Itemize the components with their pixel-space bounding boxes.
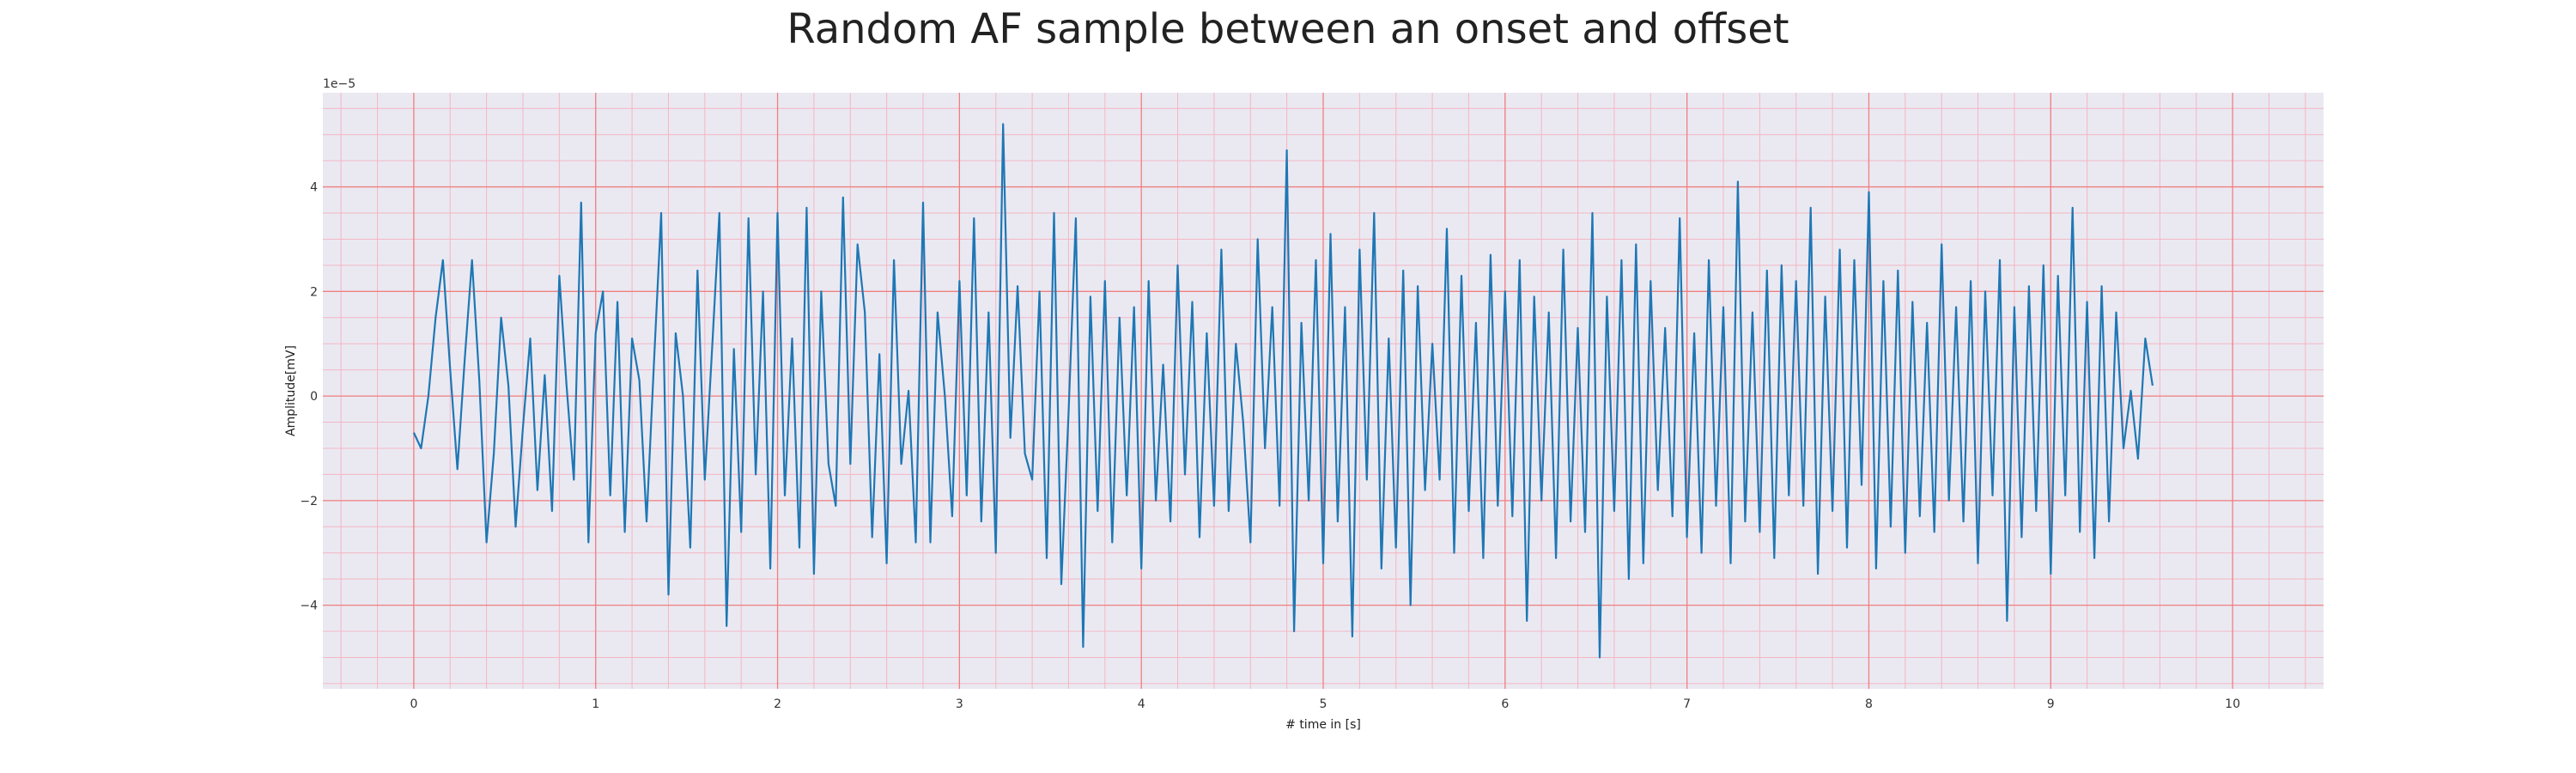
x-tick-label: 8 <box>1865 697 1873 711</box>
x-tick-label: 10 <box>2225 697 2240 711</box>
chart-title: Random AF sample between an onset and of… <box>787 5 1789 53</box>
x-tick-label: 4 <box>1138 697 1145 711</box>
x-tick-label: 6 <box>1501 697 1509 711</box>
x-tick-label: 2 <box>774 697 781 711</box>
x-tick-label: 7 <box>1683 697 1691 711</box>
x-tick-label: 0 <box>410 697 417 711</box>
y-axis-label: Amplitude[mV] <box>284 345 298 436</box>
x-tick-label: 9 <box>2047 697 2055 711</box>
major-grid <box>323 93 2324 689</box>
y-tick-label: 2 <box>310 285 318 299</box>
x-axis-label: # time in [s] <box>1285 718 1361 732</box>
y-tick-label: 4 <box>310 181 318 195</box>
x-tick-label: 1 <box>592 697 599 711</box>
series-line <box>412 123 2154 659</box>
y-tick-label: −4 <box>300 600 318 613</box>
y-axis-ticks: −4 −2 0 2 4 <box>300 181 318 613</box>
x-tick-label: 3 <box>956 697 963 711</box>
y-tick-label: 0 <box>310 390 318 404</box>
x-tick-label: 5 <box>1320 697 1327 711</box>
y-scale-label: 1e−5 <box>323 77 355 91</box>
x-axis-ticks: 0 1 2 3 4 5 6 7 8 9 10 <box>410 697 2240 711</box>
y-tick-label: −2 <box>300 495 318 508</box>
series-group <box>412 123 2154 659</box>
